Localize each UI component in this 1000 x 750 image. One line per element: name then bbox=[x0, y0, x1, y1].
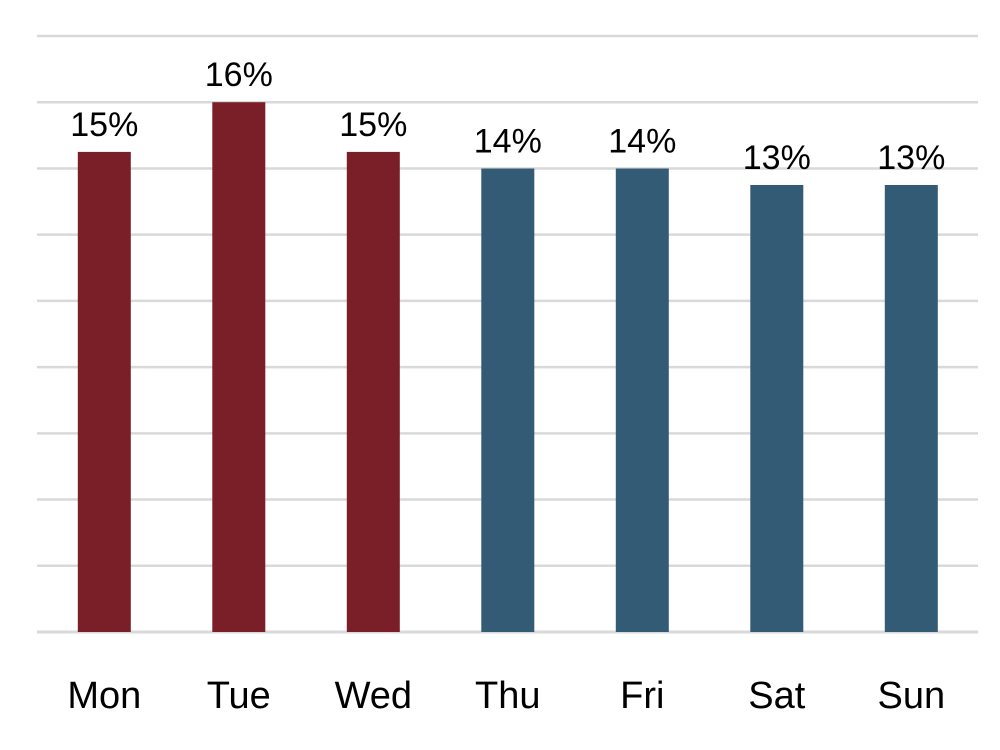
bar-thu bbox=[481, 168, 535, 632]
bar-sun bbox=[884, 185, 938, 632]
bar-fri bbox=[615, 168, 669, 632]
bar-wed bbox=[346, 151, 400, 632]
tick-label-fri: Fri bbox=[620, 675, 664, 717]
data-label-wed: 15% bbox=[339, 106, 407, 144]
tick-label-thu: Thu bbox=[475, 675, 540, 717]
bar-sat bbox=[750, 185, 804, 632]
data-label-tue: 16% bbox=[205, 56, 273, 94]
data-label-sun: 13% bbox=[877, 139, 945, 177]
data-labels: 15% 16% 15% 14% 14% 13% 13% bbox=[70, 56, 945, 177]
data-label-sat: 13% bbox=[743, 139, 811, 177]
data-label-mon: 15% bbox=[70, 106, 138, 144]
x-axis-tick-labels: Mon Tue Wed Thu Fri Sat Sun bbox=[67, 675, 945, 717]
tick-label-mon: Mon bbox=[67, 675, 141, 717]
tick-label-tue: Tue bbox=[207, 675, 271, 717]
bars bbox=[77, 102, 938, 632]
tick-label-sun: Sun bbox=[877, 675, 945, 717]
data-label-fri: 14% bbox=[608, 123, 676, 161]
tick-label-sat: Sat bbox=[748, 675, 805, 717]
data-label-thu: 14% bbox=[474, 123, 542, 161]
bar-mon bbox=[77, 151, 131, 632]
bar-tue bbox=[212, 102, 266, 632]
tick-label-wed: Wed bbox=[335, 675, 412, 717]
